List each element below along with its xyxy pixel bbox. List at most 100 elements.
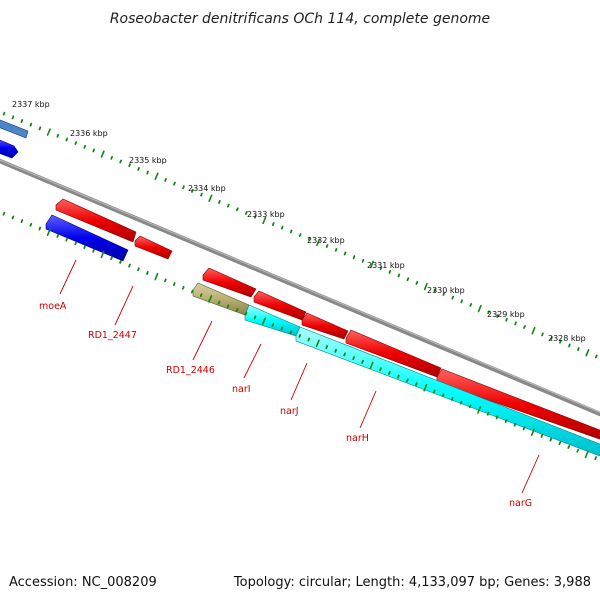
reverse-strand-genes [45, 214, 600, 458]
gene-rd1-2447-forward[interactable] [134, 235, 173, 260]
outer-ring-major-tick [585, 348, 590, 357]
outer-ring-major-tick [154, 172, 159, 180]
outer-ring-minor-tick [496, 314, 499, 318]
outer-ring-minor-tick [2, 111, 6, 116]
kbp-label-2332: 2332 kbp [307, 236, 345, 245]
inner-ring-minor-tick [2, 211, 6, 216]
outer-ring-minor-tick [92, 148, 95, 153]
inner-ring-minor-tick [244, 311, 248, 316]
inner-ring-minor-tick [235, 308, 239, 312]
gene-label-rd1-2446[interactable]: RD1_2446 [166, 365, 215, 376]
inner-ring-minor-tick [181, 285, 185, 290]
inner-ring-minor-tick [468, 404, 472, 409]
outer-ring-minor-tick [361, 258, 365, 263]
gene-label-moeA[interactable]: moeA [39, 301, 67, 312]
inner-ring-minor-tick [432, 389, 436, 394]
outer-ring-minor-tick [523, 325, 526, 329]
inner-ring-major-tick [584, 450, 589, 459]
inner-ring-minor-tick [406, 378, 409, 383]
inner-ring-minor-tick [298, 333, 302, 338]
genome-backbone [0, 158, 600, 417]
inner-ring-major-tick [208, 295, 213, 303]
gene-label-narG[interactable]: narG [509, 498, 532, 509]
inner-ring-minor-tick [172, 282, 176, 287]
inner-ring-minor-tick [450, 396, 454, 401]
inner-ring-minor-tick [20, 219, 24, 224]
outer-ring-minor-tick [218, 199, 221, 204]
gene-narJ-forward[interactable] [301, 312, 349, 340]
gene-label-narJ[interactable]: narJ [280, 406, 299, 417]
inner-ring-major-tick [315, 339, 320, 348]
inner-ring-major-tick [423, 383, 428, 392]
outer-ring-minor-tick [397, 273, 401, 278]
inner-ring-minor-tick [414, 382, 418, 387]
outer-ring-minor-tick [559, 339, 562, 344]
inner-ring-minor-tick [190, 289, 194, 294]
outer-ring-minor-tick [83, 144, 87, 149]
inner-ring-major-tick [100, 250, 105, 259]
outer-ring-minor-tick [469, 302, 473, 307]
kbp-label-2328: 2328 kbp [548, 334, 586, 343]
inner-ring-minor-tick [92, 248, 95, 253]
inner-ring-minor-tick [163, 278, 167, 283]
outer-ring-minor-tick [200, 192, 203, 197]
kbp-label-2330: 2330 kbp [427, 286, 465, 295]
outer-ring-minor-tick [191, 188, 194, 193]
gene-blue-topleft-1[interactable] [0, 118, 29, 139]
kbp-label-2333: 2333 kbp [247, 210, 285, 219]
inner-ring-minor-tick [11, 215, 15, 220]
outer-ring-minor-tick [388, 269, 392, 274]
outer-ring-minor-tick [487, 310, 491, 315]
outer-ring-major-tick [262, 216, 267, 225]
outer-tick-ring [2, 111, 598, 359]
inner-ring-minor-tick [289, 330, 293, 335]
inner-ring-minor-tick [558, 441, 562, 446]
inner-ring-minor-tick [83, 245, 86, 250]
gene-blue-topleft-2[interactable] [0, 138, 19, 159]
gene-narH-forward[interactable] [345, 329, 442, 378]
inner-ring-minor-tick [486, 411, 490, 416]
inner-ring-minor-tick [495, 415, 499, 420]
gene-moeA-forward[interactable] [55, 198, 137, 243]
inner-ring-minor-tick [226, 304, 230, 309]
inner-ring-major-tick [46, 228, 51, 236]
top-left-genes [0, 118, 29, 159]
gene-moeA-reverse[interactable] [45, 214, 129, 262]
outer-ring-minor-tick [289, 229, 293, 234]
accession-text: Accession: NC_008209 [9, 575, 157, 590]
gene-narI-forward[interactable] [253, 290, 307, 321]
outer-ring-minor-tick [325, 244, 329, 249]
inner-ring-minor-tick [504, 419, 508, 424]
inner-ring-minor-tick [459, 400, 463, 405]
outer-ring-minor-tick [460, 299, 464, 304]
inner-ring-major-tick [154, 272, 159, 281]
inner-ring-minor-tick [379, 367, 382, 372]
gene-label-narH[interactable]: narH [346, 433, 369, 444]
outer-ring-minor-tick [541, 332, 544, 337]
inner-ring-minor-tick [325, 345, 329, 350]
outer-ring-major-tick [46, 128, 51, 136]
outer-ring-minor-tick [433, 288, 437, 293]
outer-ring-minor-tick [56, 133, 60, 138]
outer-ring-minor-tick [235, 207, 239, 212]
outer-ring-minor-tick [505, 317, 508, 322]
inner-ring-minor-tick [56, 233, 60, 238]
inner-ring-minor-tick [594, 456, 597, 461]
inner-ring-minor-tick [217, 300, 221, 305]
kbp-label-2329: 2329 kbp [487, 310, 525, 319]
outer-ring-minor-tick [226, 203, 230, 208]
gene-label-narI[interactable]: narI [232, 384, 251, 395]
kbp-label-2336: 2336 kbp [70, 129, 108, 138]
inner-ring-minor-tick [137, 267, 140, 272]
outer-ring-minor-tick [20, 119, 24, 123]
outer-ring-minor-tick [29, 122, 33, 127]
outer-ring-minor-tick [577, 347, 580, 352]
gene-narJ-rna[interactable] [295, 326, 600, 458]
outer-ring-major-tick [100, 150, 105, 158]
outer-ring-minor-tick [244, 211, 248, 215]
inner-ring-minor-tick [110, 256, 113, 261]
outer-ring-minor-tick [415, 280, 419, 285]
gene-label-rd1-2447[interactable]: RD1_2447 [88, 330, 137, 341]
gene-rd1-2446-forward[interactable] [202, 267, 257, 298]
